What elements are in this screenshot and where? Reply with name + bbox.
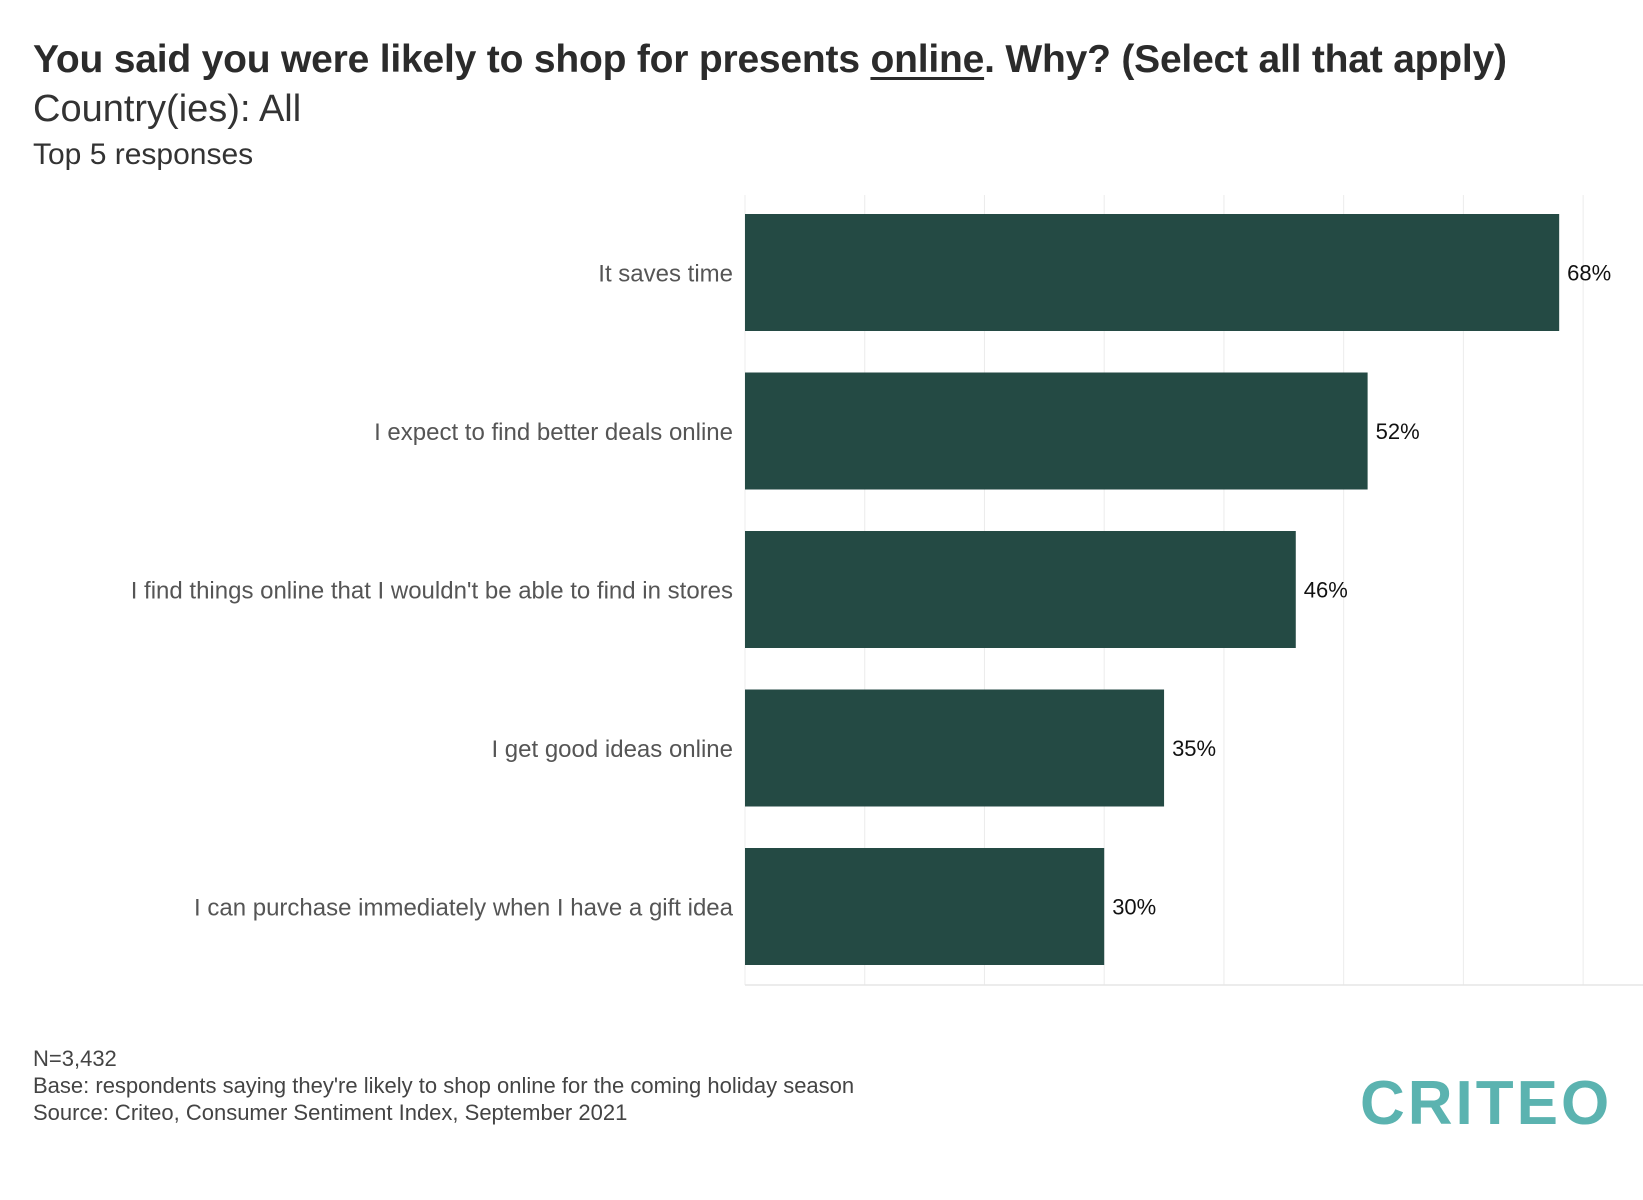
value-label: 35% xyxy=(1172,736,1216,761)
title-part-1: You said you were likely to shop for pre… xyxy=(33,38,871,81)
chart-subtitle-secondary: Top 5 responses xyxy=(33,138,254,171)
bar xyxy=(745,689,1165,807)
value-label: 30% xyxy=(1112,895,1156,920)
category-label: It saves time xyxy=(598,261,733,288)
footer-base: Base: respondents saying they're likely … xyxy=(33,1073,855,1098)
footer-source: Source: Criteo, Consumer Sentiment Index… xyxy=(33,1100,628,1125)
bar xyxy=(745,531,1296,648)
bar xyxy=(745,848,1105,965)
value-label: 52% xyxy=(1376,419,1420,444)
title-underlined-word: online xyxy=(870,38,985,81)
chart-subtitle: Country(ies): All xyxy=(33,88,302,130)
category-label: I can purchase immediately when I have a… xyxy=(194,895,734,922)
title-part-2: . Why? (Select all that apply) xyxy=(984,38,1507,81)
chart-title: You said you were likely to shop for pre… xyxy=(33,38,1507,82)
bar xyxy=(745,214,1560,331)
value-label: 68% xyxy=(1567,261,1611,286)
value-label: 46% xyxy=(1304,578,1348,603)
footer-sample-size: N=3,432 xyxy=(33,1046,117,1071)
category-label: I get good ideas online xyxy=(491,736,733,763)
category-label: I find things online that I wouldn't be … xyxy=(131,578,733,605)
category-label: I expect to find better deals online xyxy=(374,419,733,446)
bar xyxy=(745,372,1368,490)
criteo-logo: CRITEO xyxy=(1360,1069,1613,1138)
